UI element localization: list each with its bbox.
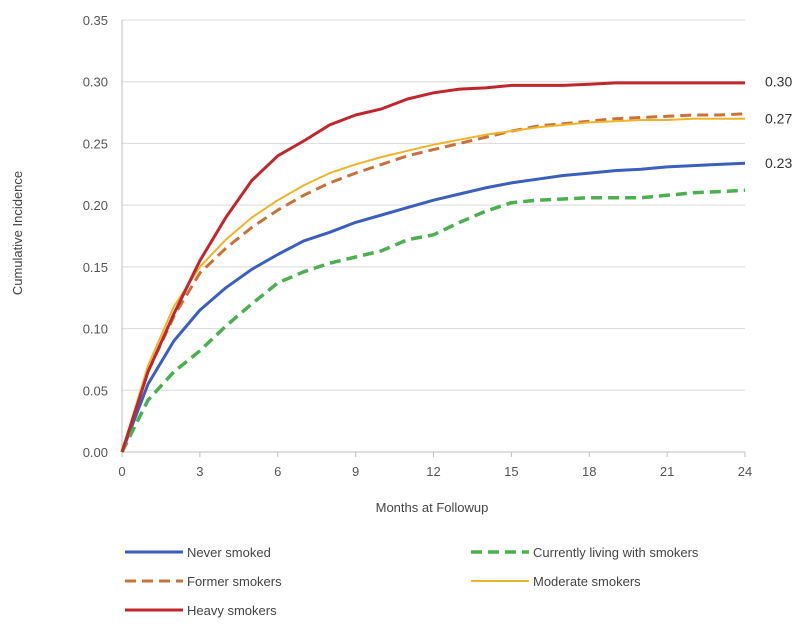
axes xyxy=(121,20,746,457)
legend-label: Former smokers xyxy=(187,574,282,589)
y-tick-label: 0.30 xyxy=(83,75,108,90)
legend-label: Currently living with smokers xyxy=(533,545,699,560)
x-tick-label: 3 xyxy=(196,464,203,479)
y-tick-label: 0.05 xyxy=(83,383,108,398)
x-tick-label: 0 xyxy=(118,464,125,479)
x-tick-label: 6 xyxy=(274,464,281,479)
legend: Never smoked Currently living with smoker… xyxy=(125,545,699,618)
y-tick-label: 0.35 xyxy=(83,13,108,28)
end-value-labels: 0.30 0.27 0.23 xyxy=(765,74,792,171)
x-tick-label: 24 xyxy=(738,464,752,479)
gridlines xyxy=(122,19,745,391)
y-tick-labels: 0.00 0.05 0.10 0.15 0.20 0.25 0.30 0.35 xyxy=(83,13,108,460)
y-tick-label: 0.10 xyxy=(83,322,108,337)
series-line-2 xyxy=(120,112,746,453)
end-value-label: 0.23 xyxy=(765,155,792,171)
series-line-3 xyxy=(121,117,745,453)
legend-label: Heavy smokers xyxy=(187,603,277,618)
x-tick-labels: 0 3 6 9 12 15 18 21 24 xyxy=(118,464,752,479)
series-lines xyxy=(120,81,746,453)
x-axis-label: Months at Followup xyxy=(376,500,489,515)
x-tick-label: 18 xyxy=(582,464,596,479)
y-tick-label: 0.25 xyxy=(83,136,108,151)
x-tick-label: 12 xyxy=(426,464,440,479)
series-line-0 xyxy=(120,161,746,453)
y-axis-label: Cumulative Incidence xyxy=(10,171,25,295)
y-tick-label: 0.00 xyxy=(83,445,108,460)
y-tick-label: 0.20 xyxy=(83,198,108,213)
legend-label: Never smoked xyxy=(187,545,271,560)
legend-label: Moderate smokers xyxy=(533,574,641,589)
x-tick-label: 21 xyxy=(660,464,674,479)
series-line-1 xyxy=(120,188,746,453)
x-tick-label: 9 xyxy=(352,464,359,479)
x-tick-label: 15 xyxy=(504,464,518,479)
series-line-4 xyxy=(120,81,745,453)
y-tick-label: 0.15 xyxy=(83,260,108,275)
end-value-label: 0.30 xyxy=(765,74,792,90)
end-value-label: 0.27 xyxy=(765,111,792,127)
